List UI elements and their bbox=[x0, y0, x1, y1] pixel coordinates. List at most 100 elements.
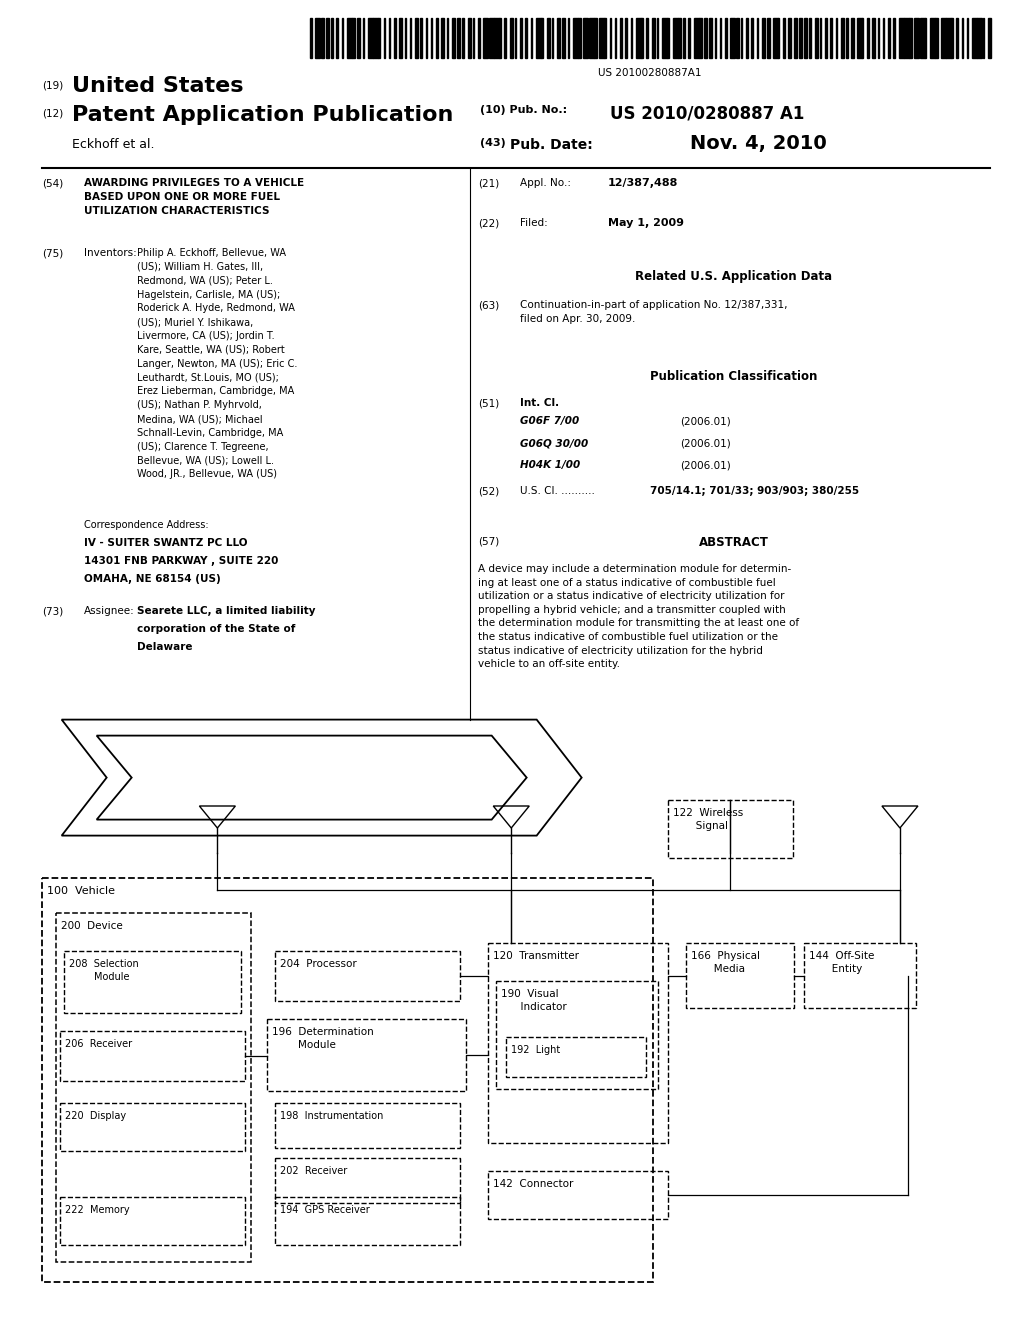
Bar bbox=[893, 18, 895, 58]
Text: 14301 FNB PARKWAY , SUITE 220: 14301 FNB PARKWAY , SUITE 220 bbox=[84, 556, 279, 566]
Text: (52): (52) bbox=[478, 486, 500, 496]
Bar bbox=[347, 18, 352, 58]
Bar bbox=[373, 18, 378, 58]
Text: (2006.01): (2006.01) bbox=[680, 438, 731, 447]
Bar bbox=[693, 18, 698, 58]
Text: (2006.01): (2006.01) bbox=[680, 459, 731, 470]
Bar bbox=[567, 18, 569, 58]
Bar bbox=[536, 18, 541, 58]
Bar bbox=[710, 18, 713, 58]
Text: corporation of the State of: corporation of the State of bbox=[137, 624, 295, 634]
Bar bbox=[899, 18, 903, 58]
Bar bbox=[646, 18, 648, 58]
Text: 208  Selection
        Module: 208 Selection Module bbox=[69, 960, 138, 982]
Text: 200  Device: 200 Device bbox=[61, 921, 123, 932]
Bar bbox=[656, 18, 658, 58]
Bar bbox=[641, 18, 643, 58]
Bar bbox=[368, 18, 373, 58]
Bar bbox=[520, 18, 522, 58]
Bar bbox=[389, 18, 390, 58]
Bar bbox=[683, 18, 685, 58]
Bar bbox=[846, 18, 848, 58]
Text: 196  Determination
        Module: 196 Determination Module bbox=[272, 1027, 374, 1051]
Text: G06Q 30/00: G06Q 30/00 bbox=[520, 438, 588, 447]
Bar bbox=[321, 18, 324, 58]
Text: 192  Light: 192 Light bbox=[511, 1045, 560, 1056]
Bar bbox=[909, 18, 912, 58]
Text: Inventors:: Inventors: bbox=[84, 248, 137, 257]
Text: Continuation-in-part of application No. 12/387,331,
filed on Apr. 30, 2009.: Continuation-in-part of application No. … bbox=[520, 300, 787, 323]
Text: 206  Receiver: 206 Receiver bbox=[65, 1039, 132, 1049]
Bar bbox=[841, 18, 844, 58]
Text: AWARDING PRIVILEGES TO A VEHICLE
BASED UPON ONE OR MORE FUEL
UTILIZATION CHARACT: AWARDING PRIVILEGES TO A VEHICLE BASED U… bbox=[84, 178, 304, 216]
Bar bbox=[872, 18, 876, 58]
Text: 204  Processor: 204 Processor bbox=[280, 960, 356, 969]
Text: 202  Receiver: 202 Receiver bbox=[280, 1167, 347, 1176]
Text: (21): (21) bbox=[478, 178, 500, 187]
Text: (22): (22) bbox=[478, 218, 500, 228]
Text: US 2010/0280887 A1: US 2010/0280887 A1 bbox=[610, 106, 805, 123]
Bar bbox=[488, 18, 494, 58]
Bar bbox=[735, 18, 738, 58]
Bar bbox=[530, 18, 532, 58]
Text: A device may include a determination module for determin-
ing at least one of a : A device may include a determination mod… bbox=[478, 564, 799, 669]
Bar bbox=[673, 18, 678, 58]
Bar bbox=[930, 18, 935, 58]
Bar bbox=[967, 18, 969, 58]
Bar bbox=[799, 18, 802, 58]
Text: Patent Application Publication: Patent Application Publication bbox=[72, 106, 454, 125]
Bar bbox=[814, 18, 817, 58]
Text: Int. Cl.: Int. Cl. bbox=[520, 399, 559, 408]
Bar bbox=[515, 18, 516, 58]
Text: 194  GPS Receiver: 194 GPS Receiver bbox=[280, 1205, 370, 1214]
Bar bbox=[473, 18, 474, 58]
Bar bbox=[468, 18, 471, 58]
Bar bbox=[426, 18, 427, 58]
Bar bbox=[725, 18, 727, 58]
Bar bbox=[357, 18, 360, 58]
Text: 220  Display: 220 Display bbox=[65, 1111, 126, 1122]
Bar bbox=[452, 18, 455, 58]
Bar bbox=[851, 18, 854, 58]
Bar bbox=[631, 18, 632, 58]
Bar bbox=[342, 18, 343, 58]
Bar bbox=[668, 18, 669, 58]
Bar bbox=[925, 18, 927, 58]
Bar bbox=[941, 18, 946, 58]
Text: (63): (63) bbox=[478, 300, 500, 310]
Text: Delaware: Delaware bbox=[137, 642, 193, 652]
Bar bbox=[783, 18, 784, 58]
Text: 190  Visual
      Indicator: 190 Visual Indicator bbox=[501, 990, 566, 1012]
Bar bbox=[552, 18, 553, 58]
Bar bbox=[510, 18, 513, 58]
Bar bbox=[836, 18, 837, 58]
Bar bbox=[705, 18, 708, 58]
Bar bbox=[572, 18, 578, 58]
Bar bbox=[446, 18, 449, 58]
Text: (2006.01): (2006.01) bbox=[680, 416, 731, 426]
Bar bbox=[352, 18, 355, 58]
Bar bbox=[621, 18, 622, 58]
Bar bbox=[609, 18, 611, 58]
Text: 100  Vehicle: 100 Vehicle bbox=[47, 887, 115, 896]
Text: G06F 7/00: G06F 7/00 bbox=[520, 416, 580, 426]
Bar bbox=[614, 18, 616, 58]
Text: Appl. No.:: Appl. No.: bbox=[520, 178, 571, 187]
Bar bbox=[988, 18, 991, 58]
Bar bbox=[720, 18, 722, 58]
Bar bbox=[436, 18, 437, 58]
Bar bbox=[972, 18, 977, 58]
Text: (10) Pub. No.:: (10) Pub. No.: bbox=[480, 106, 567, 115]
Bar bbox=[878, 18, 880, 58]
Bar bbox=[421, 18, 422, 58]
Bar bbox=[441, 18, 444, 58]
Bar bbox=[757, 18, 758, 58]
Text: Filed:: Filed: bbox=[520, 218, 548, 228]
Text: 705/14.1; 701/33; 903/903; 380/255: 705/14.1; 701/33; 903/903; 380/255 bbox=[650, 486, 859, 496]
Bar bbox=[809, 18, 811, 58]
Bar bbox=[557, 18, 560, 58]
Bar bbox=[378, 18, 380, 58]
Text: 166  Physical
       Media: 166 Physical Media bbox=[691, 952, 760, 974]
Bar bbox=[825, 18, 826, 58]
Text: (54): (54) bbox=[42, 178, 63, 187]
